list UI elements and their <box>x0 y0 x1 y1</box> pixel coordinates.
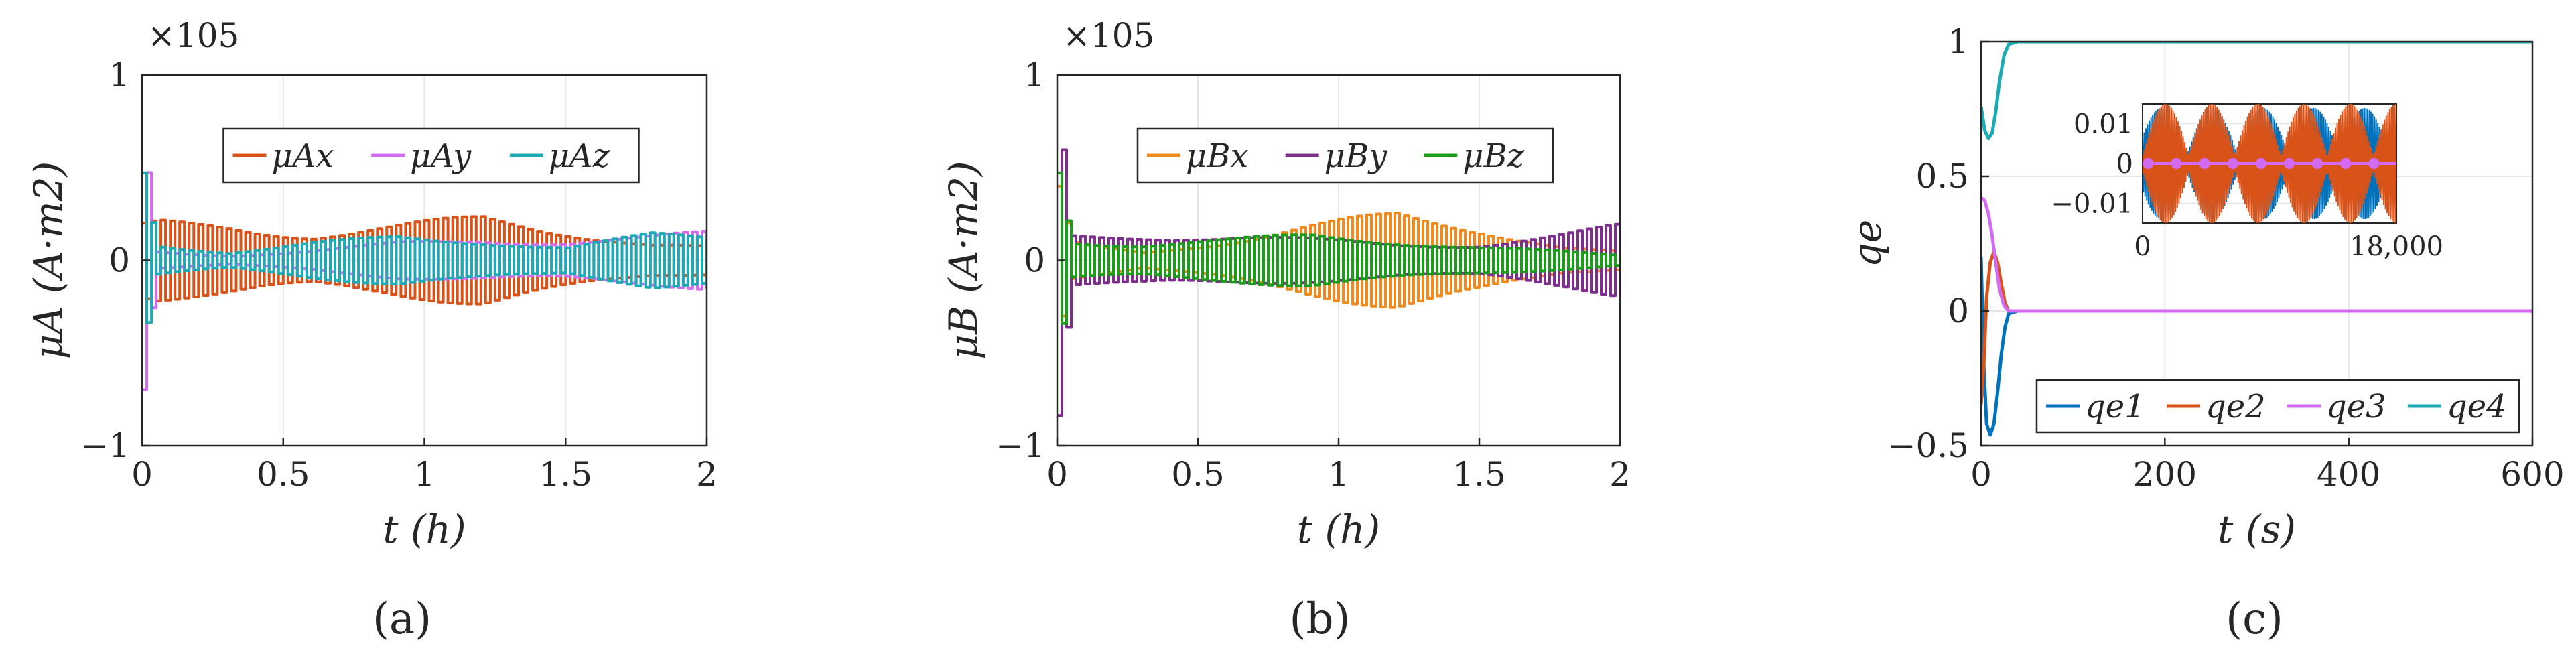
chart-panel-3: 0 200 400 600−0.500.51t (s)qe(c)qe1 qe2 qe3 qe… <box>1844 22 2565 644</box>
series-group <box>1057 148 1620 417</box>
legend-entry: μBx <box>1186 137 1249 175</box>
x-axis-label: t (h) <box>1297 507 1380 552</box>
legend: μBx μBy μBz <box>1136 127 1554 184</box>
legend-entry: μAx <box>272 137 334 175</box>
x-tick-label: 400 <box>2317 455 2380 494</box>
series-line-μBz <box>1057 171 1620 325</box>
inset-x-tick-label: 0 <box>2134 231 2151 262</box>
panel-label: (c) <box>2226 594 2283 644</box>
y-axis-label: qe <box>1844 220 1890 267</box>
inset-marker <box>2143 158 2154 169</box>
inset-y-tick-label: 0.01 <box>2074 109 2133 140</box>
series-group <box>142 171 707 391</box>
legend-entry: μBy <box>1325 137 1387 175</box>
inset-marker <box>2368 158 2380 169</box>
exponent-label: ×105 <box>1063 16 1154 55</box>
y-tick-label: 0 <box>1024 241 1045 280</box>
x-tick-label: 1.5 <box>1452 455 1506 494</box>
inset-marker <box>2283 158 2295 169</box>
y-tick-label: 1 <box>1948 22 1969 61</box>
legend-entry: qe3 <box>2326 388 2386 425</box>
x-tick-label: 2 <box>696 455 718 494</box>
x-tick-label: 0.5 <box>257 455 310 494</box>
series-line-qe3 <box>1981 196 2532 313</box>
legend-entry: μAz <box>549 137 610 175</box>
inset-plot: 0.010−0.010 18,000 <box>2051 103 2443 262</box>
y-tick-label: −0.5 <box>1888 426 1969 465</box>
axes-box <box>1980 40 2534 447</box>
legend-entry: μBz <box>1463 137 1524 175</box>
inset-series-qe2 <box>2143 104 2396 223</box>
x-tick-label: 1 <box>414 455 435 494</box>
x-tick-label: 0.5 <box>1171 455 1225 494</box>
inset-marker <box>2312 158 2323 169</box>
inset-marker <box>2171 158 2182 169</box>
x-tick-label: 0 <box>131 455 153 494</box>
inset-series-group <box>2143 104 2396 223</box>
x-tick-label: 1 <box>1328 455 1349 494</box>
x-axis-label: t (h) <box>383 507 466 552</box>
y-tick-label: 0 <box>109 241 130 280</box>
inset-y-tick-label: 0 <box>2116 149 2133 180</box>
legend-entry: qe2 <box>2206 388 2266 425</box>
y-tick-label: 1 <box>1024 56 1045 94</box>
legend-entry: qe1 <box>2085 388 2145 425</box>
y-tick-label: 1 <box>109 56 130 94</box>
legend-box <box>222 127 640 184</box>
panel-label: (b) <box>1290 594 1351 644</box>
x-tick-label: 0 <box>1046 455 1068 494</box>
inset-x-tick-label: 18,000 <box>2350 231 2443 262</box>
legend-box <box>1136 127 1554 184</box>
legend-entry: μAy <box>410 137 472 175</box>
x-tick-label: 2 <box>1609 455 1631 494</box>
legend: qe1 qe2 qe3 qe4 <box>2035 379 2520 434</box>
x-tick-label: 600 <box>2500 455 2564 494</box>
x-tick-label: 1.5 <box>539 455 592 494</box>
inset-marker <box>2255 158 2266 169</box>
inset-y-tick-label: −0.01 <box>2051 188 2133 219</box>
y-tick-label: −1 <box>80 426 130 465</box>
y-tick-label: 0.5 <box>1915 157 1969 196</box>
legend-box <box>2035 379 2520 434</box>
y-axis-label: μA (A·m2) <box>25 161 71 360</box>
panel-label: (a) <box>372 594 431 644</box>
inset-marker <box>2199 158 2210 169</box>
inset-marker <box>2227 158 2238 169</box>
y-tick-label: 0 <box>1948 291 1969 330</box>
series-line-qe4 <box>1981 42 2532 141</box>
x-tick-label: 200 <box>2133 455 2197 494</box>
y-tick-label: −1 <box>996 426 1045 465</box>
legend: μAx μAy μAz <box>222 127 640 184</box>
series-group <box>1981 42 2532 437</box>
x-tick-label: 0 <box>1970 455 1992 494</box>
series-line-μAz <box>142 171 707 324</box>
y-axis-label: μB (A·m2) <box>941 161 986 359</box>
inset-marker <box>2340 158 2352 169</box>
exponent-label: ×105 <box>147 16 239 55</box>
x-axis-label: t (s) <box>2218 507 2296 552</box>
legend-entry: qe4 <box>2447 388 2507 425</box>
